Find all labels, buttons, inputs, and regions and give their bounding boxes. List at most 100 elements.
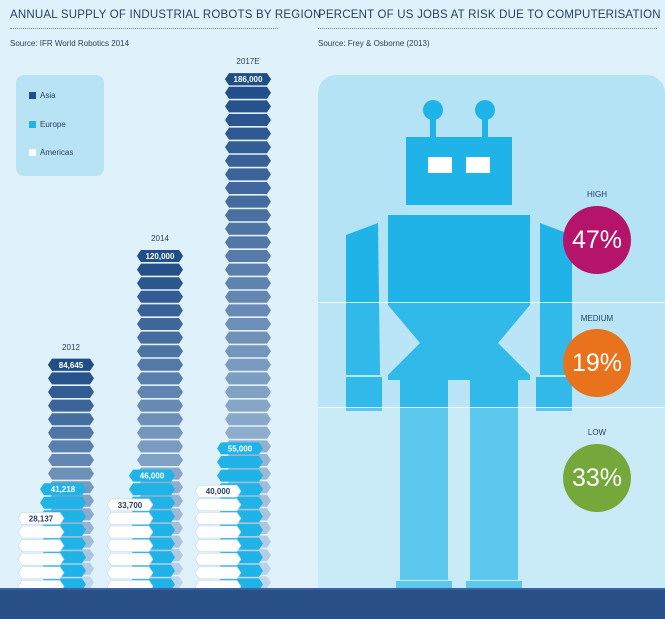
asia-tile: [137, 331, 183, 344]
year-label: 2017E: [236, 57, 259, 66]
right-chart-title: PERCENT OF US JOBS AT RISK DUE TO COMPUT…: [318, 9, 661, 21]
year-label: 2012: [62, 343, 80, 352]
risk-label-high: HIGH: [587, 190, 607, 199]
year-label: 2014: [151, 234, 169, 243]
ground-line-top: [0, 588, 665, 591]
robot-antenna-stem-right: [482, 117, 488, 137]
asia-tile: [48, 413, 94, 426]
asia-top-tile: [137, 250, 183, 262]
asia-tile: [137, 304, 183, 317]
legend-swatch-americas: [29, 148, 36, 156]
right-source: Source: Frey & Osborne (2013): [318, 39, 430, 48]
asia-tile: [137, 426, 183, 439]
asia-tile: [225, 290, 271, 303]
asia-tile: [137, 263, 183, 276]
risk-value-low: 33%: [571, 463, 623, 492]
asia-tile: [225, 277, 271, 290]
risk-circle-high: 47%: [563, 206, 631, 274]
asia-tile: [225, 413, 271, 426]
risk-value-high: 47%: [571, 225, 623, 254]
left-chart-title: ANNUAL SUPPLY OF INDUSTRIAL ROBOTS BY RE…: [10, 9, 322, 21]
asia-tile: [48, 399, 94, 412]
robot-hand-left: [346, 377, 382, 411]
left-title-divider: [10, 28, 278, 29]
americas-tile: [106, 498, 154, 512]
risk-circle-medium: 19%: [563, 329, 631, 397]
asia-tile: [48, 426, 94, 439]
asia-tile: [48, 440, 94, 453]
asia-tile: [225, 263, 271, 276]
asia-tile: [137, 277, 183, 290]
left-source: Source: IFR World Robotics 2014: [10, 39, 130, 48]
europe-tile: [217, 442, 263, 455]
europe-tile: [129, 469, 175, 482]
asia-tile: [225, 195, 271, 208]
risk-value-medium: 19%: [571, 348, 623, 377]
asia-tile: [225, 250, 271, 262]
asia-value-label: 84,645: [59, 361, 84, 370]
americas-tile: [106, 525, 154, 539]
robot-arm-left: [346, 223, 380, 375]
robot-leg-right: [470, 380, 518, 580]
americas-tile: [194, 525, 242, 539]
americas-tile: [17, 552, 65, 566]
americas-tile: [17, 512, 65, 525]
asia-tile: [48, 372, 94, 385]
risk-label-medium: MEDIUM: [580, 314, 614, 323]
asia-top-tile: [225, 73, 271, 86]
americas-value-label: 28,137: [29, 514, 54, 523]
asia-tile: [225, 426, 271, 439]
asia-tile: [225, 168, 271, 181]
americas-value-label: 40,000: [206, 487, 231, 496]
legend-item-europe: Europe: [29, 119, 66, 129]
band-divider-lower: [318, 407, 665, 408]
robot-head: [406, 137, 512, 205]
asia-tile: [225, 358, 271, 371]
robot-leg-left: [400, 380, 448, 580]
asia-tile: [225, 222, 271, 235]
robot-arm-right: [540, 223, 572, 375]
right-title-divider: [318, 28, 657, 29]
asia-value-label: 120,000: [146, 252, 175, 261]
asia-tile: [137, 358, 183, 371]
asia-tile: [137, 372, 183, 385]
europe-tile: [129, 483, 175, 496]
americas-tile: [17, 566, 65, 580]
europe-tile: [40, 496, 86, 509]
asia-tile: [225, 345, 271, 358]
robot-antenna-stem-left: [430, 117, 436, 137]
robot-torso: [388, 215, 530, 380]
asia-top-tile: [48, 358, 94, 371]
asia-tile: [137, 318, 183, 330]
asia-tile: [225, 154, 271, 167]
americas-tile: [194, 484, 242, 498]
asia-tile: [225, 331, 271, 344]
asia-tile: [137, 345, 183, 358]
asia-tile: [137, 399, 183, 412]
robot-antenna-right: [475, 100, 495, 120]
robot-antenna-left: [423, 100, 443, 120]
asia-tile: [137, 413, 183, 426]
legend-swatch-asia: [29, 91, 36, 99]
asia-tile: [225, 386, 271, 398]
americas-tile: [106, 512, 154, 525]
robot-hand-right: [536, 377, 572, 411]
europe-value-label: 46,000: [140, 472, 165, 481]
asia-tile: [225, 100, 271, 113]
americas-tile: [194, 498, 242, 512]
legend-swatch-europe: [29, 120, 36, 128]
legend-item-asia: Asia: [29, 90, 56, 100]
legend: Asia Europe Americas: [16, 75, 104, 176]
robot-eye-right: [466, 157, 490, 173]
asia-tile: [225, 304, 271, 317]
europe-tile: [217, 469, 263, 482]
legend-label-europe: Europe: [40, 119, 66, 129]
europe-value-label: 55,000: [228, 444, 253, 453]
americas-tile: [17, 525, 65, 539]
robot-eye-left: [428, 157, 452, 173]
asia-tile: [225, 182, 271, 194]
asia-tile: [225, 236, 271, 249]
americas-tile: [106, 539, 154, 552]
americas-tile: [106, 552, 154, 566]
americas-tile: [194, 539, 242, 552]
